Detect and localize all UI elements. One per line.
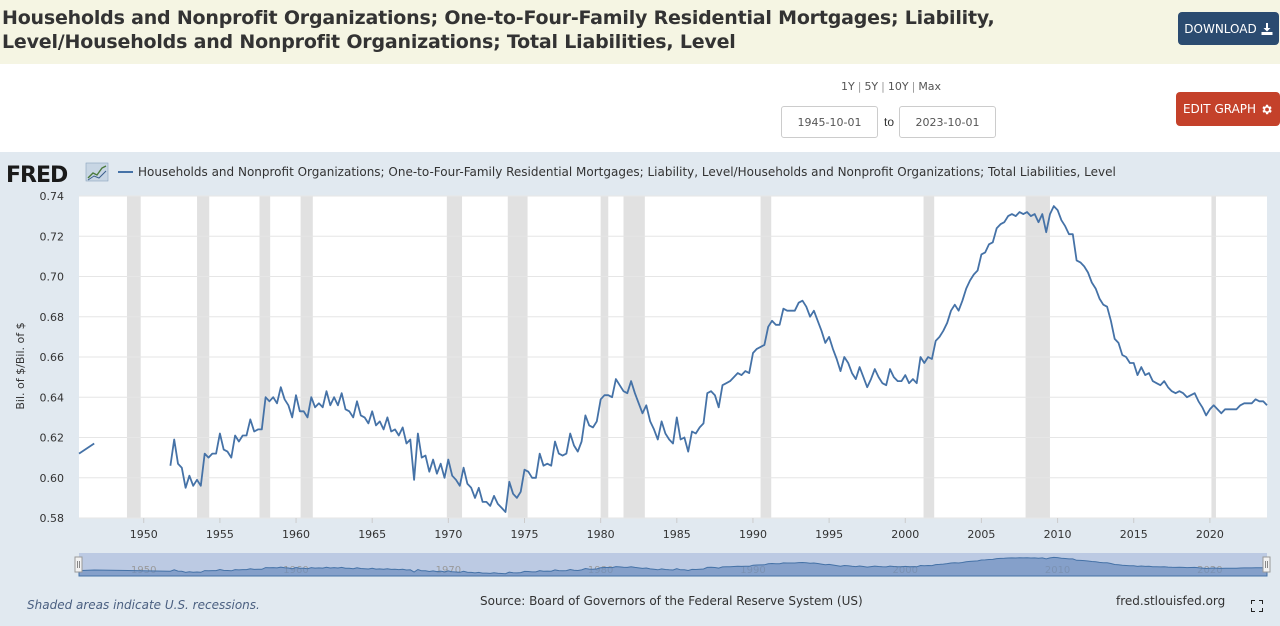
range-5y[interactable]: 5Y [864,80,879,93]
x-tick-label: 2020 [1196,528,1224,541]
x-tick-label: 1985 [663,528,691,541]
fullscreen-icon[interactable] [1251,600,1263,612]
download-button[interactable]: DOWNLOAD [1178,12,1279,45]
range-10y[interactable]: 10Y [887,80,909,93]
end-date-input[interactable] [899,106,996,138]
x-tick-label: 1955 [206,528,234,541]
x-tick-label: 1965 [358,528,386,541]
to-label: to [884,115,895,129]
edit-graph-label: EDIT GRAPH [1182,102,1257,116]
series-line [169,205,1268,513]
start-date-input[interactable] [781,106,878,138]
navigator[interactable]: 19501960197019801990200020102020 [74,553,1271,577]
x-tick-label: 1980 [587,528,615,541]
x-tick-label: 1950 [130,528,158,541]
source-text: Source: Board of Governors of the Federa… [480,594,863,608]
navigator-handle-left[interactable] [74,556,83,573]
x-tick-label: 2015 [1120,528,1148,541]
y-axis-label: Bil. of $/Bil. of $ [14,322,27,409]
y-tick-label: 0.70 [40,271,65,284]
x-tick-label: 1960 [282,528,310,541]
fred-logo: FRED [6,163,68,188]
fred-logo-graph-icon [85,162,109,182]
range-1y[interactable]: 1Y [841,80,855,93]
range-max[interactable]: Max [918,80,942,93]
download-label: DOWNLOAD [1184,21,1257,36]
download-icon [1261,22,1273,35]
recession-note: Shaded areas indicate U.S. recessions. [27,598,260,612]
x-tick-label: 1970 [434,528,462,541]
site-link[interactable]: fred.stlouisfed.org [1116,594,1226,608]
x-tick-label: 2010 [1044,528,1072,541]
x-tick-label: 1995 [815,528,843,541]
edit-graph-button[interactable]: EDIT GRAPH [1176,92,1280,126]
range-selector: 1Y | 5Y | 10Y | Max [841,80,942,93]
navigator-series [78,556,1268,577]
navigator-handle-right[interactable] [1262,556,1271,573]
header-bar: Households and Nonprofit Organizations; … [0,0,1280,64]
x-tick-label: 2000 [891,528,919,541]
gear-icon [1262,104,1272,114]
legend-label: Households and Nonprofit Organizations; … [138,165,1116,179]
x-tick-label: 1990 [739,528,767,541]
x-tick-label: 2005 [967,528,995,541]
y-tick-label: 0.74 [40,190,65,203]
y-tick-label: 0.60 [40,472,65,485]
y-tick-label: 0.66 [40,351,65,364]
page-title: Households and Nonprofit Organizations; … [2,7,995,53]
y-tick-label: 0.58 [40,512,65,525]
y-tick-label: 0.64 [40,391,65,404]
series-line [78,442,95,455]
y-tick-label: 0.72 [40,230,65,243]
x-tick-label: 1975 [511,528,539,541]
y-tick-label: 0.68 [40,311,65,324]
y-tick-label: 0.62 [40,432,65,445]
